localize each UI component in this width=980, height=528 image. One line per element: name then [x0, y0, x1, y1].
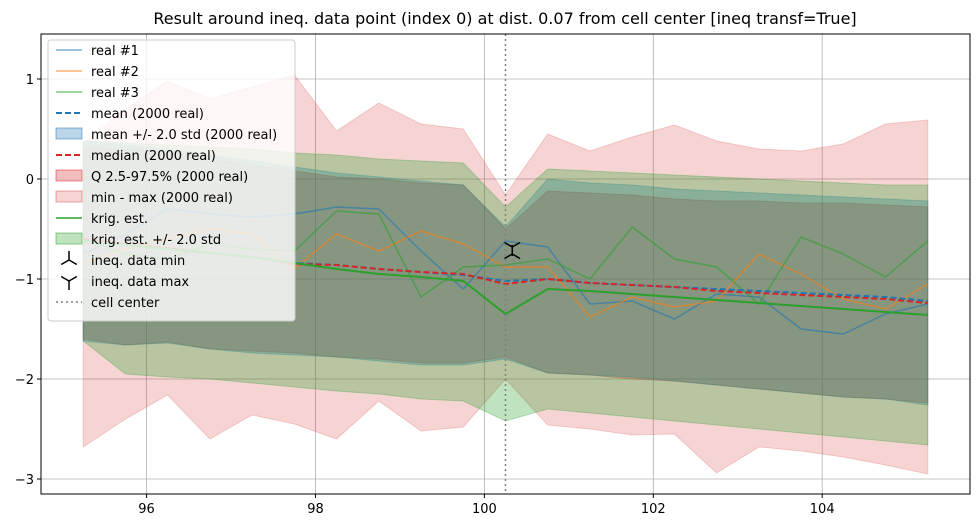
- chart-title: Result around ineq. data point (index 0)…: [153, 9, 856, 28]
- legend-label: krig. est. +/- 2.0 std: [91, 233, 221, 248]
- legend-item-ineq-data-max: ineq. data max: [60, 275, 189, 290]
- legend-item-krig-est-: krig. est.: [56, 212, 148, 227]
- legend-label: Q 2.5-97.5% (2000 real): [91, 170, 248, 185]
- legend-label: mean (2000 real): [91, 107, 204, 122]
- y-tick-label: 1: [26, 73, 34, 88]
- markers: [504, 241, 521, 260]
- x-tick-label: 104: [810, 502, 835, 517]
- plot-frame: [40, 33, 971, 495]
- legend-item-krig-est-2-0-std: krig. est. +/- 2.0 std: [55, 232, 221, 248]
- legend-item-q-2-5-97-5-2000-real-: Q 2.5-97.5% (2000 real): [55, 169, 248, 185]
- marker-ineq-data-max: [504, 241, 521, 256]
- legend-label: real #1: [91, 44, 139, 59]
- legend: real #1 real #2 real #3 mean (2000 real) mea…: [47, 39, 296, 322]
- x-tick-label: 102: [641, 502, 666, 517]
- y-tick-label: 0: [26, 173, 34, 188]
- legend-label: krig. est.: [91, 212, 148, 227]
- legend-box: [47, 39, 296, 322]
- legend-label: cell center: [91, 296, 160, 311]
- y-tick-label: −1: [15, 273, 34, 288]
- x-tick-label: 96: [138, 502, 155, 517]
- y-tick-label: −3: [15, 473, 34, 488]
- legend-item-real-2: real #2: [56, 65, 139, 80]
- x-axis: 96 98 100 102 104: [138, 494, 835, 517]
- legend-item-min-max-2000-real-: min - max (2000 real): [55, 190, 233, 206]
- legend-label: median (2000 real): [91, 149, 216, 164]
- legend-item-mean-2-0-std-2000-real-: mean +/- 2.0 std (2000 real): [55, 127, 277, 143]
- legend-label: mean +/- 2.0 std (2000 real): [91, 128, 277, 143]
- legend-label: real #3: [91, 86, 139, 101]
- legend-item-mean-2000-real-: mean (2000 real): [56, 107, 204, 122]
- x-tick-label: 100: [472, 502, 497, 517]
- y-tick-label: −2: [15, 373, 34, 388]
- legend-label: ineq. data max: [91, 275, 189, 290]
- legend-label: ineq. data min: [91, 254, 185, 269]
- legend-label: min - max (2000 real): [91, 191, 233, 206]
- legend-item-median-2000-real-: median (2000 real): [56, 149, 216, 164]
- legend-label: real #2: [91, 65, 139, 80]
- legend-item-real-3: real #3: [56, 86, 139, 101]
- x-tick-label: 98: [307, 502, 324, 517]
- legend-item-ineq-data-min: ineq. data min: [60, 251, 185, 269]
- legend-item-cell-center: cell center: [56, 296, 160, 311]
- legend-item-real-1: real #1: [56, 44, 139, 59]
- y-axis: 1 0 −1 −2 −3: [15, 73, 41, 488]
